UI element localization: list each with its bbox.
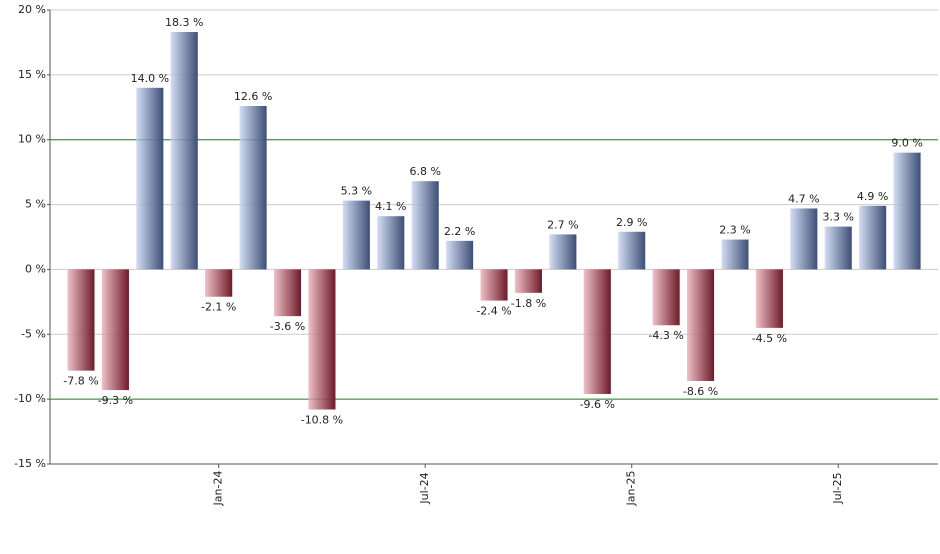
value-label: 9.0 % <box>891 137 922 150</box>
bar <box>205 269 233 297</box>
value-label: -9.6 % <box>580 398 615 411</box>
x-tick-label: Jul-25 <box>831 472 844 504</box>
y-tick-label: 0 % <box>25 262 46 275</box>
x-tick-label: Jul-24 <box>418 472 431 504</box>
value-label: -4.3 % <box>648 329 683 342</box>
y-tick-label: -10 % <box>14 392 46 405</box>
value-label: 5.3 % <box>341 185 372 198</box>
value-label: 3.3 % <box>823 211 854 224</box>
x-tick-label: Jan-24 <box>212 471 225 507</box>
bar <box>239 105 267 270</box>
value-label: -8.6 % <box>683 385 718 398</box>
bar <box>377 216 405 270</box>
value-label: -9.3 % <box>98 394 133 407</box>
x-tick-label: Jan-25 <box>625 471 638 507</box>
value-label: 6.8 % <box>409 165 440 178</box>
value-label: -7.8 % <box>63 375 98 388</box>
value-label: 12.6 % <box>234 90 272 103</box>
y-tick-label: -5 % <box>21 327 46 340</box>
value-label: -4.5 % <box>752 332 787 345</box>
bar <box>101 269 129 391</box>
bar <box>342 200 370 270</box>
bar <box>549 234 577 270</box>
value-label: 18.3 % <box>165 16 203 29</box>
bar <box>480 269 508 301</box>
value-label: 2.7 % <box>547 218 578 231</box>
y-tick-label: 10 % <box>18 133 46 146</box>
bar <box>687 269 715 381</box>
bar <box>170 32 198 270</box>
y-tick-label: -15 % <box>14 457 46 470</box>
value-label: -2.4 % <box>476 305 511 318</box>
value-label: 14.0 % <box>131 72 169 85</box>
value-label: -3.6 % <box>270 320 305 333</box>
bar <box>859 205 887 270</box>
bar <box>446 240 474 270</box>
bar <box>583 269 611 394</box>
bar <box>824 226 852 270</box>
bar <box>67 269 95 371</box>
bar <box>755 269 783 328</box>
bar <box>274 269 302 317</box>
bar <box>790 208 818 270</box>
bar <box>893 152 921 270</box>
value-label: -2.1 % <box>201 301 236 314</box>
value-label: -10.8 % <box>301 414 343 427</box>
y-tick-label: 20 % <box>18 3 46 16</box>
value-label: 4.9 % <box>857 190 888 203</box>
bar <box>136 87 164 270</box>
y-tick-label: 5 % <box>25 198 46 211</box>
bar <box>652 269 680 326</box>
value-label: 2.3 % <box>719 224 750 237</box>
y-tick-label: 15 % <box>18 68 46 81</box>
bar <box>411 181 439 270</box>
value-label: 2.2 % <box>444 225 475 238</box>
bar <box>308 269 336 410</box>
value-label: 4.7 % <box>788 192 819 205</box>
value-label: 4.1 % <box>375 200 406 213</box>
value-label: 2.9 % <box>616 216 647 229</box>
bar <box>618 231 646 270</box>
bar <box>721 239 749 270</box>
bar <box>514 269 542 293</box>
value-label: -1.8 % <box>511 297 546 310</box>
